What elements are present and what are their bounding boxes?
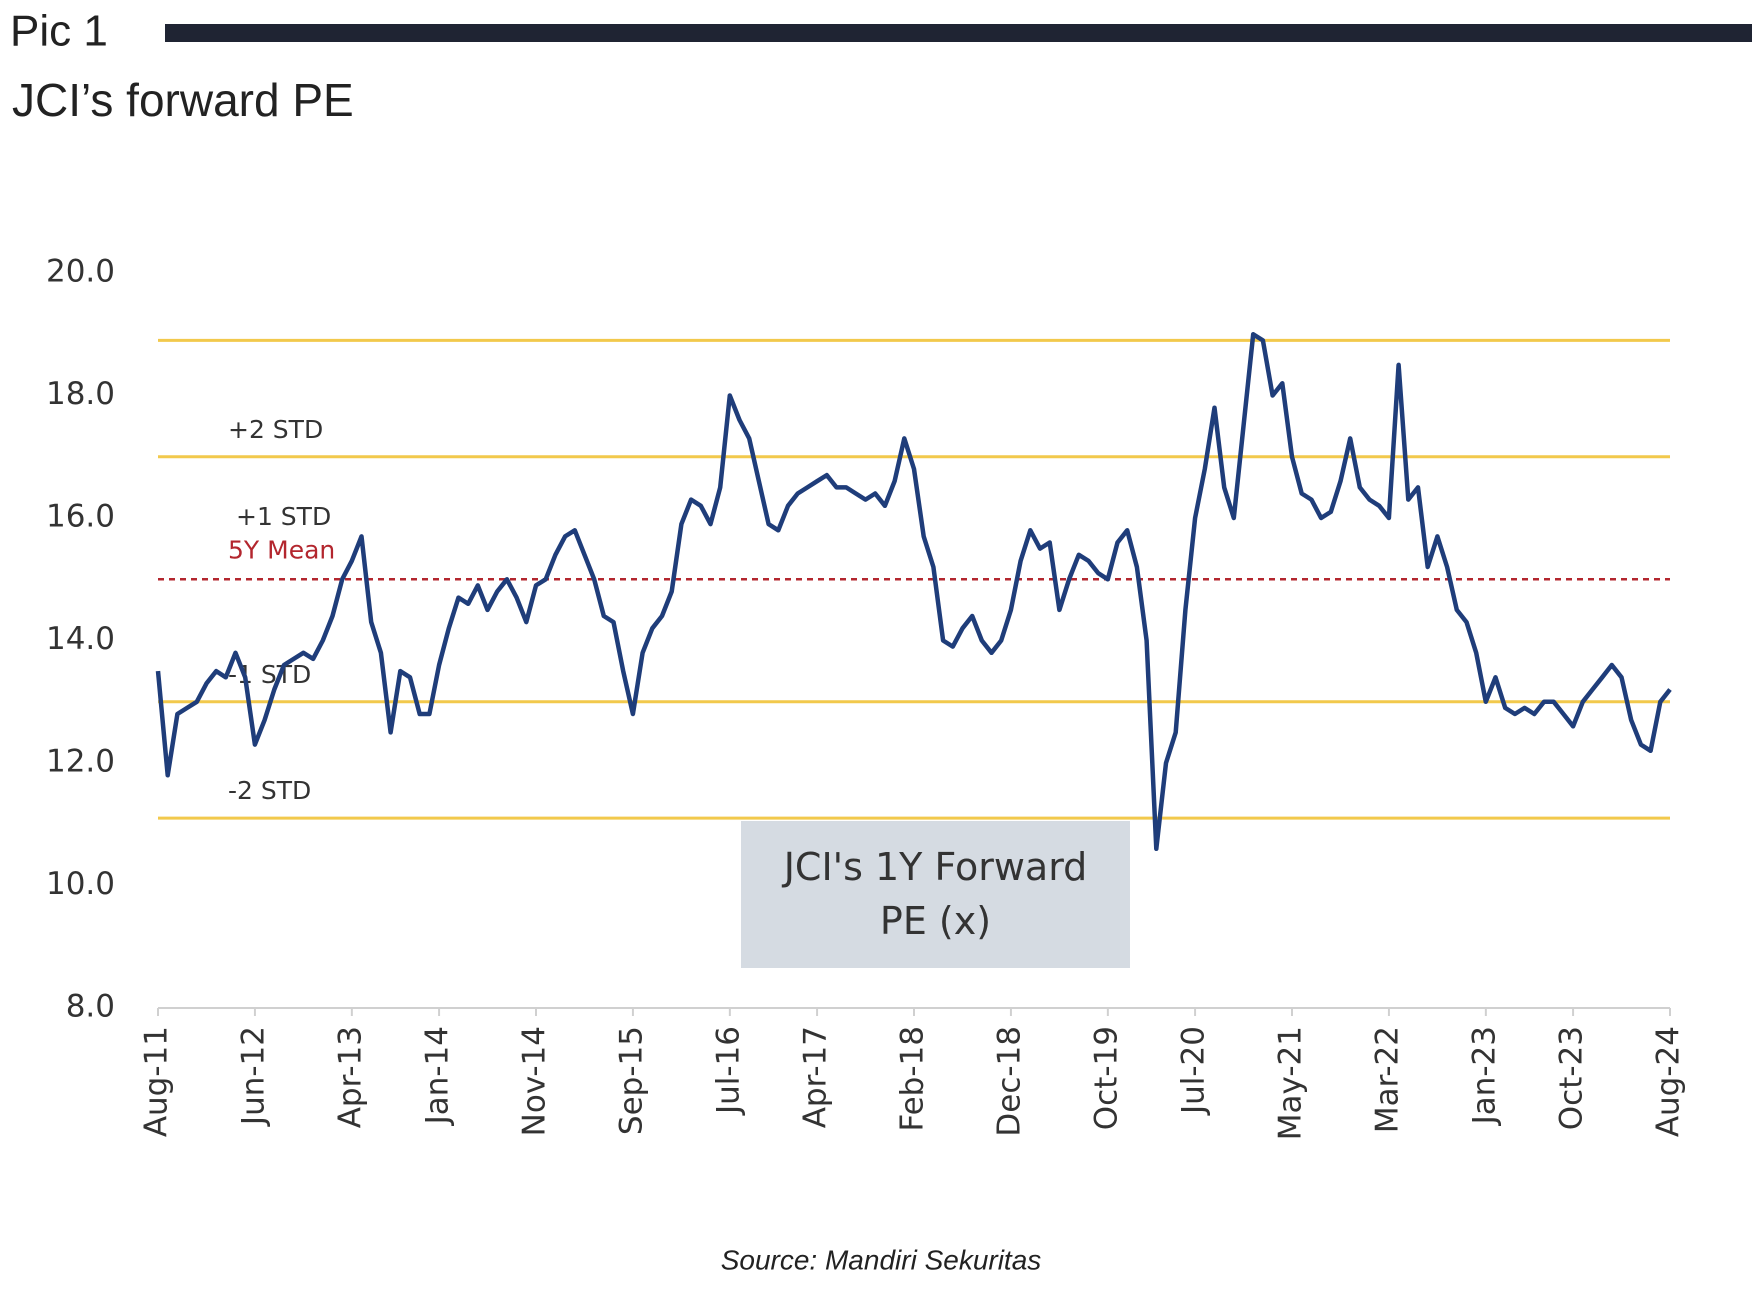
ref-label: 5Y Mean <box>228 535 335 564</box>
header-bar <box>165 24 1752 42</box>
y-tick-label: 18.0 <box>46 376 115 412</box>
y-tick-label: 10.0 <box>46 866 115 902</box>
series-name: JCI's 1Y Forward PE (x) <box>741 821 1130 968</box>
x-tick-label: Jan-23 <box>1466 1026 1502 1126</box>
x-tick-label: Feb-18 <box>895 1026 931 1132</box>
x-tick-label: Aug-24 <box>1651 1026 1687 1137</box>
x-tick-label: Apr-13 <box>332 1026 368 1128</box>
x-tick-label: Aug-11 <box>139 1026 175 1137</box>
source: Source: Mandiri Sekuritas <box>721 1244 1042 1275</box>
y-tick-label: 16.0 <box>46 499 115 535</box>
x-tick-label: Sep-15 <box>613 1026 649 1135</box>
ref-label: +2 STD <box>228 415 323 444</box>
y-tick-label: 12.0 <box>46 744 115 780</box>
pe-line <box>155 332 1672 852</box>
series-box: JCI's 1Y Forward PE (x) <box>741 821 1130 968</box>
y-tick-label: 20.0 <box>46 254 115 290</box>
y-tick-label: 8.0 <box>66 989 115 1025</box>
annotation: +1 STD <box>236 502 331 531</box>
x-tick-label: Jan-14 <box>420 1026 456 1126</box>
x-tick-label: Oct-23 <box>1554 1026 1590 1130</box>
x-tick-label: Jul-16 <box>710 1026 746 1116</box>
pic-label: Pic 1 <box>10 7 108 56</box>
x-tick-label: May-21 <box>1273 1026 1309 1140</box>
x-tick-label: Mar-22 <box>1369 1026 1405 1133</box>
x-tick-label: Jun-12 <box>235 1026 271 1127</box>
x-tick-label: Apr-17 <box>798 1026 834 1128</box>
page-title: JCI’s forward PE <box>12 74 354 126</box>
x-tick-label: Dec-18 <box>991 1026 1027 1137</box>
x-tick-label: Jul-20 <box>1176 1026 1212 1116</box>
ref-label: -2 STD <box>228 776 311 805</box>
x-tick-label: Nov-14 <box>517 1026 553 1136</box>
y-tick-label: 14.0 <box>46 621 115 657</box>
x-tick-label: Oct-19 <box>1088 1026 1124 1130</box>
